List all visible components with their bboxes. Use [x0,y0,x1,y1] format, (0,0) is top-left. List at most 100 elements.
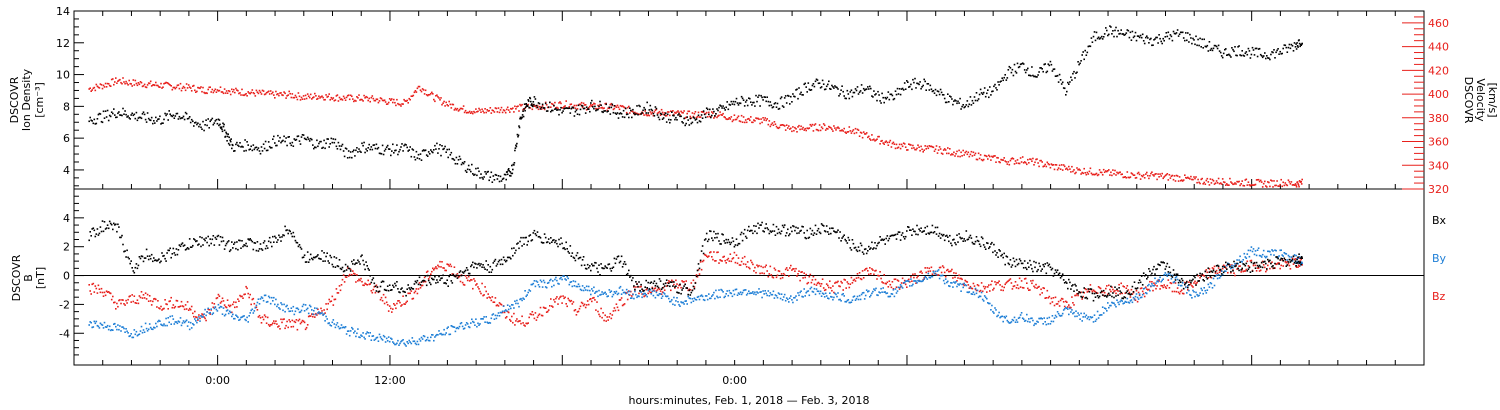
data-point [376,98,379,101]
data-point [628,293,630,296]
data-point [1300,183,1303,185]
data-point [858,272,861,274]
data-point [1006,163,1009,165]
data-point [564,107,566,110]
data-point [1129,300,1132,302]
data-point [928,276,931,279]
data-point [1258,270,1261,272]
data-point [167,119,169,121]
data-point [417,153,420,156]
data-point [319,97,321,99]
data-point [144,322,147,325]
data-point [1030,75,1032,77]
data-point [713,110,715,113]
data-point [754,266,756,269]
data-point [775,125,778,128]
data-point [878,94,880,96]
data-point [1150,285,1152,287]
data-point [849,301,852,304]
data-point [827,128,829,130]
data-point [420,336,423,339]
data-point [1198,44,1200,47]
data-point [172,318,175,320]
data-point [585,106,588,108]
data-point [830,127,832,129]
data-point [665,295,668,298]
data-point [211,88,214,91]
data-point [990,283,992,286]
data-point [268,325,271,327]
data-point [967,291,970,294]
data-point [699,261,702,263]
data-point [997,282,999,284]
data-point [1034,322,1036,325]
data-point [741,97,744,100]
data-point [636,105,638,107]
data-point [1274,57,1276,59]
data-point [805,129,807,132]
data-point [1037,162,1039,164]
data-point [701,111,704,113]
data-point [670,289,672,292]
data-point [1140,296,1143,299]
data-point [263,314,266,316]
data-point [1268,181,1270,184]
data-point [203,129,205,132]
data-point [609,103,612,106]
data-point [815,284,818,286]
data-point [610,290,613,292]
data-point [572,301,575,303]
data-point [348,273,351,276]
data-point [1110,171,1112,174]
data-point [1122,176,1124,179]
data-point [299,143,302,145]
data-point [523,298,525,300]
data-point [899,286,902,288]
data-point [1215,180,1218,182]
data-point [740,114,743,117]
data-point [883,274,885,276]
data-point [1015,319,1018,321]
data-point [1131,293,1134,295]
data-point [1238,45,1240,47]
data-point [443,267,445,269]
data-point [265,301,268,303]
data-point [942,266,945,269]
data-point [1281,185,1283,188]
data-point [377,101,380,104]
data-point [460,163,463,166]
data-point [674,118,676,121]
data-point [821,127,824,130]
data-point [281,321,283,324]
top-right-tick-label: 460 [1428,17,1449,30]
data-point [1106,310,1108,312]
data-point [410,95,413,97]
data-point [208,308,210,311]
data-point [525,295,527,298]
data-point [1196,293,1198,296]
data-point [948,270,950,273]
data-point [490,171,493,174]
data-point [562,275,564,277]
data-point [451,103,454,106]
data-point [1014,281,1017,283]
data-point [307,312,310,315]
data-point [736,116,739,119]
data-point [464,109,467,112]
data-point [779,297,782,300]
data-point [180,300,183,303]
data-point [157,320,159,323]
data-point [263,147,266,150]
data-point [591,300,593,303]
data-point [1072,312,1074,315]
data-point [209,313,211,315]
data-point [1208,41,1211,43]
data-point [841,282,843,284]
data-point [257,316,260,318]
data-point [91,283,93,286]
data-point [1089,167,1092,170]
data-point [776,102,779,105]
data-point [581,106,584,109]
data-point [799,291,801,294]
data-point [904,283,907,286]
